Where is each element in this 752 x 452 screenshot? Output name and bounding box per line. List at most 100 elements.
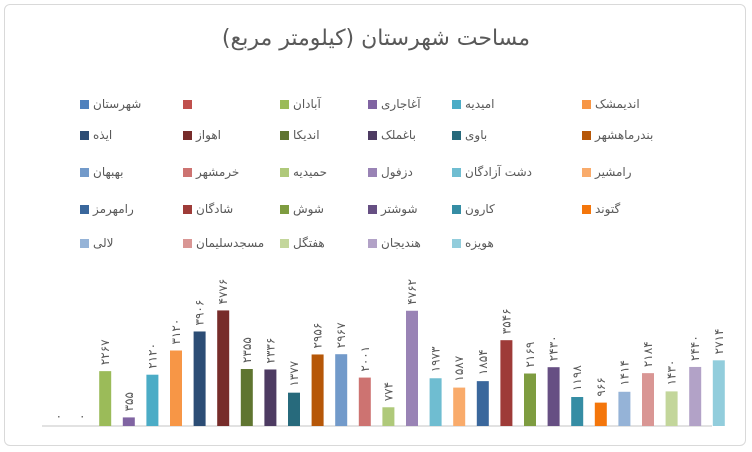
legend-item[interactable]: حمیدیه	[280, 165, 327, 179]
legend-label: بندرماهشهر	[595, 128, 654, 142]
data-label: ۹۶۶	[594, 377, 608, 396]
legend-marker	[183, 167, 192, 177]
legend-item[interactable]: رامشیر	[582, 165, 632, 179]
legend-item[interactable]: اندیمشک	[582, 97, 640, 111]
legend-marker	[452, 167, 461, 177]
bar[interactable]	[618, 391, 631, 426]
data-label: ۴۷۷۶	[216, 279, 230, 305]
bar[interactable]	[146, 374, 159, 426]
legend-item[interactable]: هفتگل	[280, 236, 325, 250]
legend-marker	[280, 204, 289, 214]
legend-item[interactable]	[183, 97, 196, 111]
data-label: ۱۳۷۷	[287, 360, 301, 386]
legend-item[interactable]: بندرماهشهر	[582, 128, 653, 142]
legend-marker	[280, 167, 289, 177]
data-label: ۱۴۱۴	[617, 360, 631, 386]
legend-item[interactable]: آبادان	[280, 97, 321, 111]
legend-item[interactable]: ایذه	[80, 128, 112, 142]
legend-label: هفتگل	[293, 236, 325, 250]
data-label: ۲۴۳۰	[547, 335, 561, 361]
legend-marker	[280, 99, 289, 109]
data-label: ۱۴۳۰	[665, 360, 679, 386]
bar[interactable]	[524, 373, 536, 426]
legend-marker	[582, 167, 591, 177]
legend-marker	[582, 130, 591, 140]
data-label: ۲۹۶۷	[334, 322, 348, 348]
legend-item[interactable]: باوی	[452, 128, 487, 142]
legend-label: مسجدسلیمان	[196, 236, 265, 250]
legend-item[interactable]: اندیکا	[280, 128, 320, 142]
legend-item[interactable]: باغملک	[368, 128, 416, 142]
bar[interactable]	[476, 381, 489, 426]
legend-item[interactable]: لالی	[80, 236, 114, 250]
legend-item[interactable]: دشت آزادگان	[452, 165, 532, 179]
bar[interactable]	[170, 350, 182, 426]
legend-item[interactable]: شوش	[280, 202, 324, 216]
bar[interactable]	[311, 354, 324, 426]
legend-label: لالی	[93, 236, 114, 250]
bar[interactable]	[500, 340, 513, 426]
legend-item[interactable]: هندیجان	[368, 236, 421, 250]
data-label: ۲۳۵۵	[240, 337, 254, 363]
legend-marker	[183, 130, 192, 140]
legend-item[interactable]: هویزه	[452, 236, 494, 250]
legend-item[interactable]: شوشتر	[368, 202, 418, 216]
bar[interactable]	[406, 310, 418, 426]
legend-marker	[80, 204, 89, 214]
legend-item[interactable]: شادگان	[183, 202, 233, 216]
data-label: ۰	[75, 414, 89, 420]
legend-marker	[368, 130, 377, 140]
legend-marker	[368, 204, 377, 214]
bar[interactable]	[122, 417, 135, 426]
legend-label: اهواز	[196, 128, 221, 142]
bar[interactable]	[288, 392, 300, 426]
data-label: ۲۱۸۴	[641, 341, 655, 367]
bar[interactable]	[335, 354, 348, 426]
legend-label: خرمشهر	[196, 165, 240, 179]
data-label: ۳۹۰۶	[193, 300, 207, 326]
legend-label: رامشیر	[595, 165, 632, 179]
bar[interactable]	[429, 378, 442, 426]
data-label: ۳۵۵	[122, 392, 136, 411]
data-label: ۲۲۶۷	[98, 339, 112, 365]
bar[interactable]	[99, 371, 112, 426]
legend-label: شادگان	[196, 202, 234, 216]
legend-item[interactable]: گتوند	[582, 202, 620, 216]
legend-item[interactable]: رامهرمز	[80, 202, 134, 216]
legend-marker	[368, 238, 377, 248]
legend-item[interactable]: بهبهان	[80, 165, 124, 179]
legend-marker	[280, 238, 289, 248]
bar[interactable]	[594, 402, 607, 426]
bar[interactable]	[264, 369, 277, 426]
data-label: ۱۵۸۷	[452, 355, 466, 381]
bar[interactable]	[689, 366, 702, 426]
bar[interactable]	[358, 377, 371, 426]
legend-item[interactable]: خرمشهر	[183, 165, 239, 179]
data-label: ۲۴۴۰	[688, 335, 702, 361]
bar[interactable]	[712, 360, 725, 426]
legend-item[interactable]: دزفول	[368, 165, 413, 179]
legend-item[interactable]: امیدیه	[452, 97, 494, 111]
legend-marker	[280, 130, 289, 140]
legend-item[interactable]: مسجدسلیمان	[183, 236, 264, 250]
bar[interactable]	[547, 367, 560, 426]
bar[interactable]	[571, 397, 584, 426]
data-label: ۱۹۷۳	[429, 346, 443, 372]
bar[interactable]	[240, 369, 253, 426]
legend-marker	[582, 99, 591, 109]
bar[interactable]	[382, 407, 395, 426]
bar[interactable]	[642, 373, 654, 426]
legend-label: گتوند	[595, 202, 621, 216]
legend-item[interactable]: کارون	[452, 202, 495, 216]
legend-item[interactable]: آغاجاری	[368, 97, 421, 111]
legend-item[interactable]: شهرستان	[80, 97, 141, 111]
legend-marker	[80, 167, 89, 177]
data-label: ۱۱۹۸	[570, 365, 584, 391]
bar[interactable]	[665, 391, 678, 426]
legend-item[interactable]: اهواز	[183, 128, 221, 142]
bar[interactable]	[217, 310, 230, 426]
bar[interactable]	[453, 387, 466, 426]
legend-label: آبادان	[293, 97, 321, 111]
bar[interactable]	[193, 331, 206, 426]
